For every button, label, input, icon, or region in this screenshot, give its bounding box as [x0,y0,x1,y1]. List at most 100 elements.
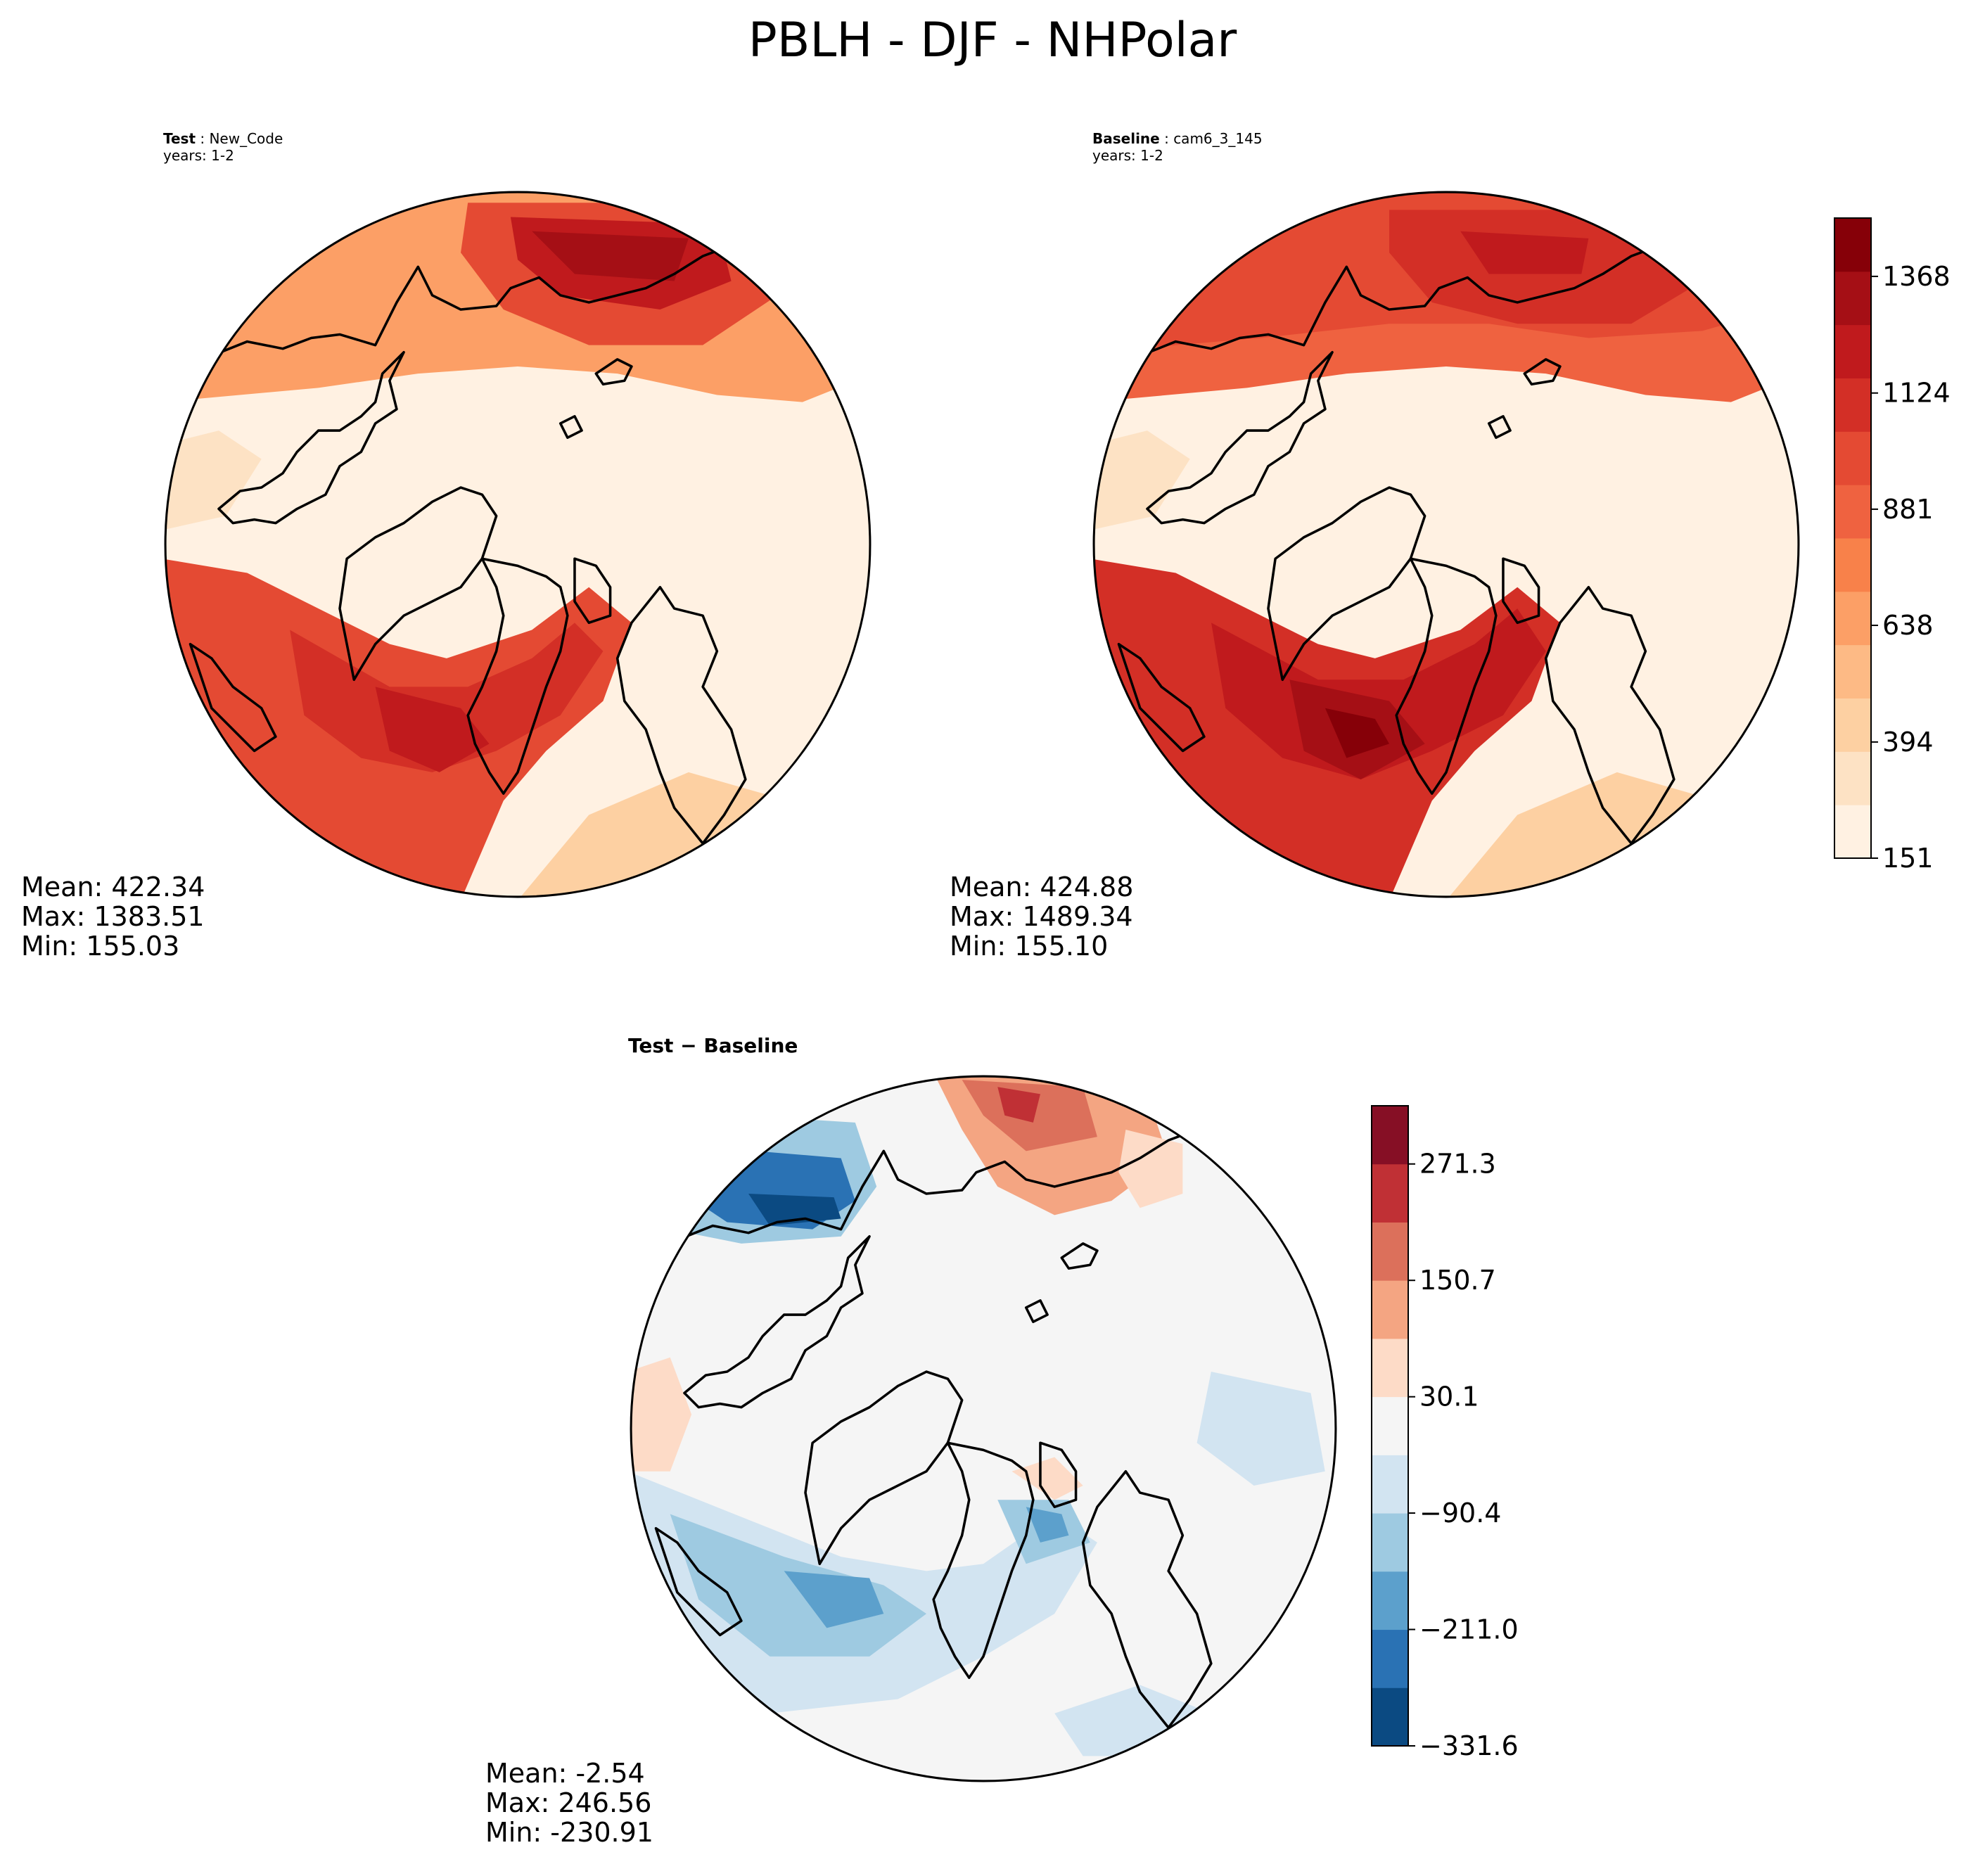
diff-mean: Mean: -2.54 [485,1758,645,1789]
baseline-subtitle: Baseline : cam6_3_145 years: 1-2 [1092,130,1263,164]
diff-coastline-7 [1081,1469,1213,1729]
baseline-contour-region-6 [1211,608,1546,779]
baseline-contour-region-10 [1094,430,1190,530]
main-colorbar-tick-label-3: 638 [1882,610,1934,641]
baseline-coastline-5 [1502,557,1540,625]
main-colorbar-segment-3 [1834,698,1871,752]
main-colorbar-segment-1 [1834,805,1871,859]
main-colorbar-segment-4 [1834,644,1871,698]
main-colorbar-frame [1834,217,1872,859]
test-map [164,191,872,898]
diff-coastline-6 [654,1526,743,1637]
diff-stats: Mean: -2.54 Max: 246.56 Min: -230.91 [485,1759,653,1847]
main-colorbar-segment-12 [1834,218,1871,272]
baseline-coastline-10 [1487,415,1512,439]
baseline-contour-region-8 [1325,708,1390,758]
diff-contour-region-3 [997,1087,1040,1123]
test-contour-region-6 [290,623,604,772]
diff-coastline-10 [1024,1299,1049,1323]
diff-colorbar-tick-label-1: −331.6 [1419,1730,1519,1761]
test-max: Max: 1383.51 [21,901,205,932]
baseline-stats: Mean: 424.88 Max: 1489.34 Min: 155.10 [950,872,1133,961]
main-colorbar: 151 394 638 881 1124 1368 [1834,217,1951,872]
test-coastline-4 [466,557,569,795]
diff-min: Min: -230.91 [485,1817,653,1848]
baseline-coastline-8 [1715,756,1754,810]
diff-colorbar-segment-8 [1372,1280,1408,1339]
baseline-map-boundary [1092,191,1800,898]
diff-coastline-2 [683,1234,871,1409]
diff-colorbar-segment-2 [1372,1629,1408,1688]
main-colorbar-segment-5 [1834,591,1871,646]
main-colorbar-segment-11 [1834,271,1871,326]
main-colorbar-segment-8 [1834,431,1871,485]
diff-contour-region-13 [1011,1457,1083,1500]
diff-contour-region-10 [784,1571,884,1628]
diff-coastline-1 [677,1118,1252,1242]
main-colorbar-tick-label-2: 394 [1882,727,1934,758]
test-subtitle: Test : New_Code years: 1-2 [163,130,283,164]
baseline-field [1094,192,1799,897]
diff-colorbar-frame [1371,1105,1409,1747]
diff-colorbar: −331.6 −211.0 −90.4 30.1 150.7 271.3 [1371,1105,1519,1761]
baseline-contour-region-4 [1460,231,1589,274]
baseline-mean: Mean: 424.88 [950,872,1134,902]
test-coastline-10 [559,415,583,439]
diff-colorbar-tick-label-4: 30.1 [1419,1382,1479,1412]
diff-coastline-3 [804,1370,964,1566]
diff-colorbar-segment-1 [1372,1687,1408,1747]
test-coastline-2 [217,350,405,525]
diff-contour-region-7 [748,1194,841,1226]
main-colorbar-tick-label-1: 151 [1882,843,1934,872]
baseline-coastline-2 [1146,350,1334,525]
diff-colorbar-segment-7 [1372,1338,1408,1398]
baseline-coastline-6 [1117,642,1206,753]
baseline-coastline-7 [1544,585,1676,845]
test-min: Min: 155.03 [21,931,180,962]
baseline-years: years: 1-2 [1092,147,1163,164]
diff-colorbar-tick-label-2: −211.0 [1419,1614,1519,1645]
test-label: Test [163,130,196,147]
diff-coastline-9 [1060,1242,1099,1270]
test-map-boundary [164,191,872,898]
test-years: years: 1-2 [163,147,234,164]
diff-contour-region-12 [1026,1507,1069,1543]
test-mean: Mean: 422.34 [21,872,205,902]
baseline-coastline-9 [1523,358,1562,386]
diff-map [630,1075,1337,1782]
diff-contour-region-14 [1196,1372,1325,1486]
baseline-map [1092,191,1800,898]
diff-colorbar-tick-label-6: 271.3 [1419,1149,1496,1180]
test-coastline-3 [338,486,498,682]
test-field [165,192,870,897]
baseline-max: Max: 1489.34 [950,901,1133,932]
test-coastline-9 [594,358,633,386]
diff-colorbar-segment-3 [1372,1571,1408,1631]
diff-colorbar-tick-label-5: 150.7 [1419,1265,1496,1296]
diff-colorbar-segment-9 [1372,1222,1408,1281]
test-coastline-7 [615,585,747,845]
main-colorbar-segment-2 [1834,751,1871,805]
diff-contour-region-15 [631,1357,692,1472]
diff-map-boundary [630,1075,1337,1782]
test-contour-region-9 [165,430,262,530]
diff-field [631,1076,1336,1781]
main-colorbar-segment-7 [1834,485,1871,539]
baseline-coastline-1 [1140,234,1715,357]
baseline-label: Baseline [1092,130,1160,147]
test-coastlines [189,234,825,845]
diff-coastline-5 [1039,1441,1078,1509]
diff-contour-region-4 [1118,1129,1183,1208]
test-coastline-1 [211,234,786,357]
test-name: New_Code [209,130,283,147]
test-coastline-8 [786,756,825,810]
diff-colorbar-segment-11 [1372,1106,1408,1165]
main-colorbar-segment-9 [1834,378,1871,432]
baseline-coastline-3 [1267,486,1426,682]
test-stats: Mean: 422.34 Max: 1383.51 Min: 155.03 [21,872,205,961]
test-coastline-5 [573,557,612,625]
diff-coastline-4 [932,1441,1035,1679]
diff-colorbar-segment-4 [1372,1513,1408,1572]
baseline-name: cam6_3_145 [1173,130,1263,147]
baseline-coastlines [1117,234,1754,845]
